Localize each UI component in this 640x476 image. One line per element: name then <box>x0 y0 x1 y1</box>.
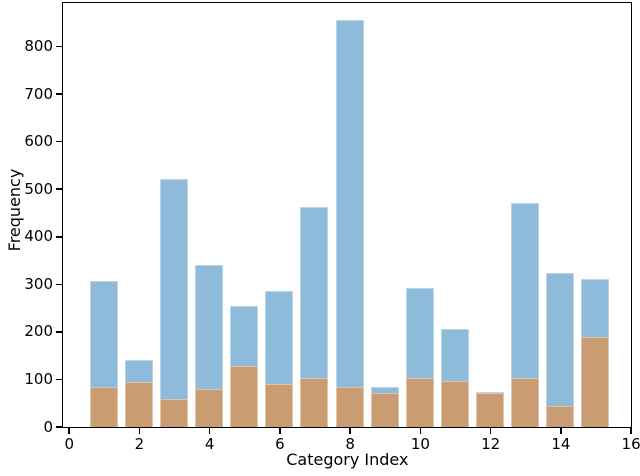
y-tick-label: 700 <box>24 84 53 103</box>
y-tick-mark <box>55 331 62 333</box>
y-tick-mark <box>55 45 62 48</box>
bar-orange-6 <box>265 384 294 427</box>
bar-orange-7 <box>300 377 329 427</box>
y-tick-mark <box>55 93 62 95</box>
bar-orange-15 <box>581 337 610 427</box>
y-tick-mark <box>55 188 62 190</box>
y-tick-label: 300 <box>24 274 53 293</box>
x-tick-label: 0 <box>64 435 74 453</box>
x-tick-label: 4 <box>204 435 215 453</box>
bar-orange-12 <box>475 392 505 427</box>
x-tick-mark <box>68 427 70 434</box>
bar-orange-4 <box>195 388 224 427</box>
x-tick-mark <box>349 427 351 434</box>
x-tick-label: 12 <box>481 435 501 453</box>
y-tick-label: 800 <box>24 36 53 55</box>
bar-orange-11 <box>440 381 469 427</box>
bar-orange-10 <box>405 377 434 427</box>
x-axis-label: Category Index <box>286 450 409 469</box>
x-tick-mark <box>279 427 281 434</box>
y-tick-label: 0 <box>43 417 53 436</box>
bar-blue-8 <box>335 19 364 427</box>
bar-orange-5 <box>230 365 259 427</box>
y-tick-mark <box>55 426 62 428</box>
x-tick-mark <box>560 427 562 434</box>
bar-orange-2 <box>124 381 153 427</box>
y-tick-label: 600 <box>24 132 53 151</box>
x-tick-mark <box>489 427 492 434</box>
y-tick-label: 200 <box>24 322 53 341</box>
y-tick-label: 500 <box>24 179 53 198</box>
bar-orange-8 <box>335 387 364 427</box>
x-tick-mark <box>630 427 632 434</box>
x-tick-label: 14 <box>551 435 571 453</box>
x-tick-label: 10 <box>410 435 430 453</box>
y-tick-mark <box>55 235 62 238</box>
bar-orange-1 <box>89 386 118 427</box>
bar-orange-13 <box>511 377 540 427</box>
x-tick-mark <box>419 427 422 434</box>
y-tick-label: 100 <box>24 370 53 389</box>
y-tick-mark <box>55 283 62 286</box>
y-tick-mark <box>55 140 62 143</box>
bar-blue-14 <box>546 273 575 427</box>
bar-orange-3 <box>159 398 189 427</box>
x-tick-label: 8 <box>345 435 355 453</box>
x-tick-label: 16 <box>621 435 640 453</box>
x-tick-mark <box>138 427 141 434</box>
bar-orange-9 <box>370 393 399 427</box>
y-tick-mark <box>55 378 62 381</box>
bar-blue-3 <box>159 179 189 427</box>
x-tick-mark <box>208 427 211 434</box>
x-tick-label: 2 <box>134 435 145 453</box>
x-tick-label: 6 <box>275 435 285 453</box>
bar-orange-14 <box>546 405 575 427</box>
y-tick-label: 400 <box>24 227 53 246</box>
plot-area <box>62 2 632 428</box>
